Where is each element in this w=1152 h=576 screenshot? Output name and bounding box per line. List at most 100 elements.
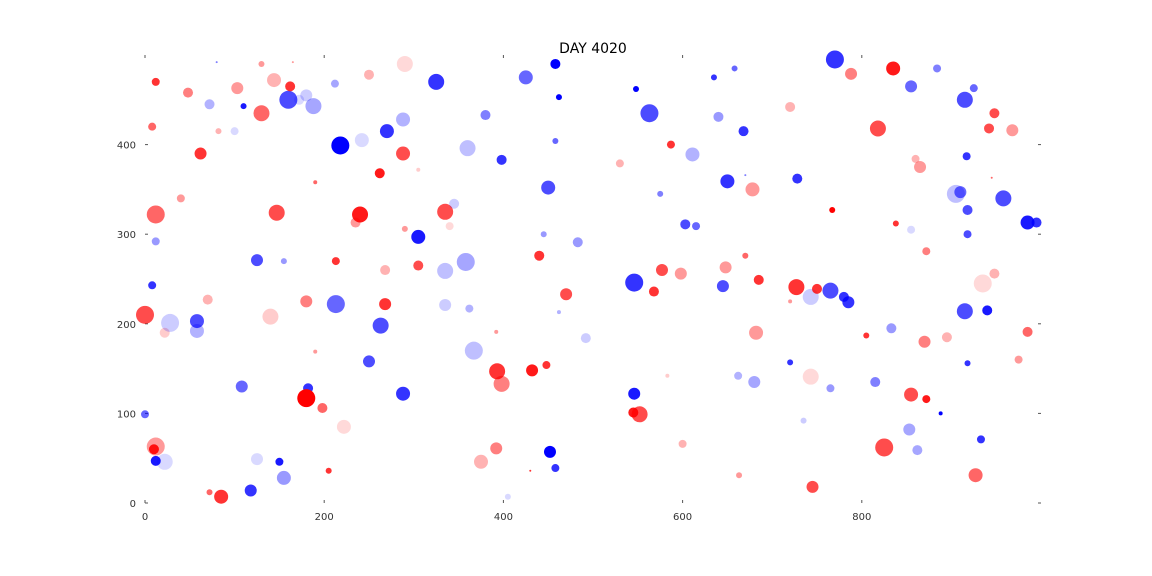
scatter-point xyxy=(640,104,659,123)
scatter-point xyxy=(189,323,204,338)
scatter-point xyxy=(964,360,971,367)
scatter-point xyxy=(480,110,491,121)
scatter-point xyxy=(542,361,551,370)
scatter-point xyxy=(792,173,803,184)
scatter-point xyxy=(922,395,931,404)
scatter-point xyxy=(141,410,149,419)
scatter-point xyxy=(657,190,664,197)
scatter-point xyxy=(251,453,263,466)
y-tick-label: 200 xyxy=(117,320,136,331)
scatter-point xyxy=(788,279,805,296)
scatter-point xyxy=(396,386,411,401)
scatter-point xyxy=(411,229,426,244)
scatter-point xyxy=(666,140,675,149)
scatter-point xyxy=(788,299,793,304)
scatter-point xyxy=(685,147,700,162)
scatter-point xyxy=(969,84,978,93)
scatter-point xyxy=(230,127,239,136)
scatter-point xyxy=(933,64,942,73)
scatter-point xyxy=(806,480,819,493)
scatter-point xyxy=(449,198,460,209)
scatter-point xyxy=(159,327,170,338)
scatter-point xyxy=(244,484,257,497)
scatter-point xyxy=(529,469,532,472)
scatter-point xyxy=(734,371,743,380)
scatter-point xyxy=(886,323,897,334)
scatter-point xyxy=(490,442,503,455)
scatter-point xyxy=(465,304,474,313)
scatter-point xyxy=(625,273,644,292)
scatter-point xyxy=(262,308,279,325)
scatter-point xyxy=(534,250,545,261)
scatter-point xyxy=(313,349,318,354)
scatter-point xyxy=(428,73,445,90)
scatter-point xyxy=(459,140,476,157)
y-tick-label: 300 xyxy=(117,230,136,241)
scatter-point xyxy=(146,205,165,224)
scatter-point xyxy=(829,207,836,214)
scatter-point xyxy=(214,489,229,504)
scatter-point xyxy=(713,111,724,122)
x-tick-label: 0 xyxy=(142,512,148,523)
chart-title: DAY 4020 xyxy=(559,41,627,57)
x-tick-label: 800 xyxy=(852,512,871,523)
scatter-point xyxy=(918,335,931,348)
scatter-point xyxy=(680,219,691,230)
scatter-point xyxy=(416,167,421,172)
scatter-point xyxy=(297,389,316,408)
scatter-point xyxy=(551,464,560,473)
scatter-point xyxy=(464,341,483,360)
scatter-point xyxy=(665,373,670,378)
scatter-point xyxy=(150,455,161,466)
scatter-point xyxy=(258,60,265,67)
scatter-point xyxy=(905,80,918,93)
scatter-point xyxy=(280,258,287,265)
scatter-point xyxy=(692,222,701,231)
scatter-point xyxy=(976,435,985,444)
scatter-point xyxy=(869,120,886,137)
scatter-point xyxy=(984,123,995,134)
scatter-point xyxy=(151,237,160,246)
scatter-point xyxy=(736,472,743,479)
scatter-point xyxy=(560,288,573,301)
scatter-point xyxy=(720,174,735,189)
scatter-point xyxy=(379,298,392,311)
scatter-point xyxy=(550,58,561,69)
scatter-point xyxy=(352,206,369,223)
scatter-point xyxy=(956,91,973,108)
scatter-point xyxy=(379,124,394,139)
scatter-point xyxy=(1031,217,1042,228)
x-tick-label: 200 xyxy=(315,512,334,523)
scatter-point xyxy=(825,50,844,69)
scatter-point xyxy=(336,419,351,434)
scatter-point xyxy=(990,176,993,179)
scatter-point xyxy=(731,65,738,72)
scatter-point xyxy=(401,225,408,232)
y-tick-label: 0 xyxy=(130,499,136,510)
scatter-point xyxy=(822,282,839,299)
scatter-point xyxy=(956,303,973,320)
scatter-point xyxy=(875,438,894,457)
scatter-point xyxy=(800,417,807,424)
scatter-point xyxy=(300,89,313,102)
scatter-point xyxy=(962,152,971,161)
scatter-point xyxy=(1020,215,1035,230)
scatter-point xyxy=(267,73,282,88)
scatter-point xyxy=(716,280,729,293)
scatter-point xyxy=(648,286,659,297)
scatter-point xyxy=(745,182,760,197)
scatter-point xyxy=(176,194,185,203)
scatter-point xyxy=(285,81,296,92)
scatter-point xyxy=(802,368,819,385)
scatter-point xyxy=(870,377,881,388)
scatter-point xyxy=(148,281,157,290)
scatter-point xyxy=(753,274,764,285)
scatter-point xyxy=(903,423,916,436)
scatter-point xyxy=(540,231,547,238)
scatter-point xyxy=(206,489,213,496)
scatter-point xyxy=(331,136,350,155)
y-tick-label: 400 xyxy=(117,141,136,152)
scatter-point xyxy=(938,411,943,416)
scatter-point xyxy=(189,314,204,329)
scatter-point xyxy=(313,180,318,185)
